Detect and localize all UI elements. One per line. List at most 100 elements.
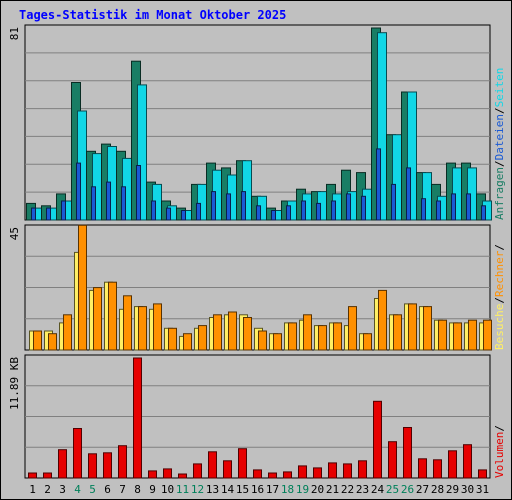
bar-volumen-day-15: Volumen 15: 2.9 <box>238 448 247 479</box>
bar-rechner-day-18: Rechner 18: 10 <box>288 322 297 351</box>
x-tick-label-day-9: 9 <box>149 483 156 496</box>
legend-separator: / <box>493 160 506 167</box>
bar-dateien-day-20: Dateien 20: 7 <box>316 202 321 221</box>
bar-rechner-day-25: Rechner 25: 13 <box>393 314 402 351</box>
x-tick-label-day-25: 25 <box>386 483 399 496</box>
x-tick-label-day-1: 1 <box>29 483 36 496</box>
legend-item-besuche: Besuche <box>493 304 506 350</box>
legend-separator: / <box>493 297 506 304</box>
bar-rechner-day-23: Rechner 23: 6 <box>363 333 372 351</box>
bar-dateien-day-5: Dateien 5: 14 <box>91 186 96 221</box>
x-tick-label-day-31: 31 <box>476 483 489 496</box>
bar-dateien-day-4: Dateien 4: 24 <box>76 162 81 221</box>
legend-volume: Volumen/ <box>493 425 506 478</box>
bar-volumen-day-1: Volumen 1: 0.5 <box>28 472 37 479</box>
x-tick-label-day-2: 2 <box>44 483 51 496</box>
bar-rechner-day-5: Rechner 5: 23 <box>93 287 102 351</box>
legend-item-dateien: Dateien <box>493 114 506 160</box>
panel-volume-axis-max: 11.89 KB <box>8 357 21 410</box>
x-tick-label-day-30: 30 <box>461 483 474 496</box>
legend-item-seiten: Seiten <box>493 68 506 108</box>
bar-volumen-day-6: Volumen 6: 2.5 <box>103 452 112 479</box>
x-tick-label-day-4: 4 <box>74 483 81 496</box>
bar-rechner-day-12: Rechner 12: 9 <box>198 325 207 351</box>
chart-title: Tages-Statistik im Monat Oktober 2025 <box>19 8 286 22</box>
bar-volumen-day-29: Volumen 29: 2.7 <box>448 450 457 479</box>
bar-volumen-day-7: Volumen 7: 3.2 <box>118 445 127 479</box>
bar-rechner-day-17: Rechner 17: 6 <box>273 333 282 351</box>
bar-seiten-day-24: Seiten 24: 79 <box>377 32 387 221</box>
x-tick-label-day-18: 18 <box>281 483 294 496</box>
bar-dateien-day-12: Dateien 12: 7 <box>196 202 201 221</box>
bar-rechner-day-29: Rechner 29: 10 <box>453 322 462 351</box>
bar-rechner-day-4: Rechner 4: 46 <box>78 224 87 351</box>
panel-requests-axis-max: 81 <box>8 27 21 40</box>
panel-requests: 81Anfragen 1: 7Seiten 1: 5Dateien 1: 5An… <box>8 24 492 221</box>
bar-volumen-day-10: Volumen 10: 0.9 <box>163 468 172 479</box>
x-axis-day-labels: 1 2 3 4 5 6 7 8 9 10 11 12 13 14 15 16 17 18 19 20 21 22 23 24 2… <box>29 483 489 496</box>
bar-dateien-day-1: Dateien 1: 5 <box>31 207 36 221</box>
legend-item-anfragen: Anfragen <box>493 167 506 220</box>
x-tick-label-day-8: 8 <box>134 483 141 496</box>
bar-rechner-day-9: Rechner 9: 17 <box>153 303 162 351</box>
bar-rechner-day-13: Rechner 13: 13 <box>213 314 222 351</box>
x-tick-label-day-20: 20 <box>311 483 324 496</box>
bar-rechner-day-15: Rechner 15: 12 <box>243 317 252 351</box>
bar-rechner-day-16: Rechner 16: 7 <box>258 330 267 351</box>
bar-dateien-day-29: Dateien 29: 11 <box>451 193 456 221</box>
legend-separator: / <box>493 425 506 432</box>
x-tick-label-day-21: 21 <box>326 483 339 496</box>
bar-dateien-day-27: Dateien 27: 9 <box>421 198 426 221</box>
bar-volumen-day-23: Volumen 23: 1.7 <box>358 460 367 479</box>
bar-volumen-day-25: Volumen 25: 3.6 <box>388 441 397 479</box>
bar-dateien-day-23: Dateien 23: 10 <box>361 195 366 221</box>
x-tick-label-day-16: 16 <box>251 483 264 496</box>
panel-volume: 11.89 KB Volumen 1: 0.5 Volumen 2: 0.5 Volu… <box>8 354 491 479</box>
bar-rechner-day-31: Rechner 31: 11 <box>483 319 492 351</box>
bar-volumen-day-31: Volumen 31: 0.8 <box>478 469 487 479</box>
bar-dateien-day-22: Dateien 22: 11 <box>346 193 351 221</box>
bar-seiten-day-15: Seiten 15: 25 <box>242 160 252 221</box>
bar-rechner-day-22: Rechner 22: 16 <box>348 306 357 351</box>
bar-volumen-day-9: Volumen 9: 0.7 <box>148 470 157 479</box>
bar-rechner-day-20: Rechner 20: 9 <box>318 325 327 351</box>
bar-seiten-day-8: Seiten 8: 57 <box>137 84 147 221</box>
bar-volumen-day-24: Volumen 24: 7.6 <box>373 400 382 479</box>
bar-rechner-day-3: Rechner 3: 13 <box>63 314 72 351</box>
x-tick-label-day-14: 14 <box>221 483 235 496</box>
x-tick-label-day-15: 15 <box>236 483 249 496</box>
bar-volumen-day-16: Volumen 16: 0.8 <box>253 469 262 479</box>
x-tick-label-day-13: 13 <box>206 483 219 496</box>
bar-dateien-day-9: Dateien 9: 8 <box>151 200 156 221</box>
bar-rechner-day-21: Rechner 21: 10 <box>333 322 342 351</box>
x-tick-label-day-11: 11 <box>176 483 189 496</box>
x-tick-label-day-19: 19 <box>296 483 309 496</box>
bar-dateien-day-19: Dateien 19: 8 <box>301 200 306 221</box>
bar-dateien-day-31: Dateien 31: 6 <box>481 205 486 221</box>
legend-visits: Besuche/Rechner/ <box>493 244 506 350</box>
bar-seiten-day-26: Seiten 26: 54 <box>407 91 417 221</box>
bar-rechner-day-1: Rechner 1: 7 <box>33 330 42 351</box>
bar-rechner-day-11: Rechner 11: 6 <box>183 333 192 351</box>
bar-rechner-day-2: Rechner 2: 6 <box>48 333 57 351</box>
bar-volumen-day-27: Volumen 27: 1.9 <box>418 458 427 479</box>
bar-rechner-day-27: Rechner 27: 16 <box>423 306 432 351</box>
x-tick-label-day-10: 10 <box>161 483 174 496</box>
bar-volumen-day-14: Volumen 14: 1.7 <box>223 460 232 479</box>
bar-dateien-day-18: Dateien 18: 6 <box>286 205 291 221</box>
bar-dateien-day-15: Dateien 15: 12 <box>241 191 246 221</box>
bar-dateien-day-8: Dateien 8: 23 <box>136 165 141 221</box>
bar-volumen-day-17: Volumen 17: 0.5 <box>268 472 277 479</box>
bar-dateien-day-7: Dateien 7: 14 <box>121 186 126 221</box>
bar-volumen-day-30: Volumen 30: 3.3 <box>463 444 472 479</box>
x-tick-label-day-3: 3 <box>59 483 66 496</box>
bar-volumen-day-8: Volumen 8: 11.89 <box>133 357 142 479</box>
legend: Anfragen/Dateien/SeitenBesuche/Rechner/V… <box>493 68 506 478</box>
bar-volumen-day-19: Volumen 19: 1.2 <box>298 465 307 479</box>
x-tick-label-day-22: 22 <box>341 483 354 496</box>
bar-dateien-day-3: Dateien 3: 8 <box>61 200 66 221</box>
x-tick-label-day-17: 17 <box>266 483 279 496</box>
legend-requests: Anfragen/Dateien/Seiten <box>493 68 506 220</box>
bar-dateien-day-28: Dateien 28: 8 <box>436 200 441 221</box>
